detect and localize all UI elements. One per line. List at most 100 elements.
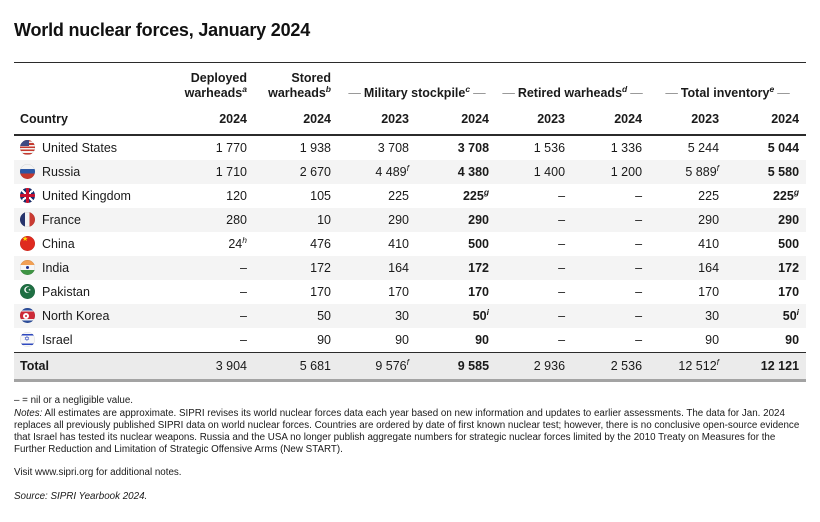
cn-flag-icon <box>20 236 35 251</box>
stockpile-2024-cell: 225g <box>462 186 490 203</box>
table-row: China 24h 476 410 500 – – 410 500 <box>14 232 806 256</box>
retired-2023-cell: 2 936 <box>533 358 566 373</box>
footnote-f-marker: f <box>716 162 720 173</box>
country-cell: India <box>14 256 176 280</box>
deployed-2024-cell: 280 <box>226 212 247 227</box>
stockpile-2023-cell: 3 708 <box>377 140 409 155</box>
pk-flag-icon <box>20 284 35 299</box>
retired-warheads-label: Retired warheads <box>517 85 623 100</box>
footnotes-block: – = nil or a negligible value. Notes: Al… <box>14 395 806 504</box>
footnote-i-marker: i <box>796 306 800 317</box>
kp-flag-icon <box>20 308 35 323</box>
stored-2024-cell: 476 <box>310 236 331 251</box>
inventory-2023-cell: 12 512f <box>678 356 720 373</box>
retired-2023-cell: – <box>558 212 566 227</box>
deployed-2024-cell: 3 904 <box>215 358 247 373</box>
deployed-2024-cell: – <box>240 332 247 347</box>
stockpile-2024-cell: 3 708 <box>457 140 490 155</box>
country-cell: Russia <box>14 160 176 184</box>
uk-flag-icon <box>20 188 35 203</box>
country-name: Pakistan <box>42 284 90 299</box>
retired-2024-cell: 1 336 <box>610 140 643 155</box>
notes-text: All estimates are approximate. SIPRI rev… <box>14 407 800 456</box>
retired-2023-cell: – <box>558 260 566 275</box>
country-name: India <box>42 260 70 275</box>
stored-2024-cell: 105 <box>310 188 331 203</box>
deployed-2024-cell: 120 <box>226 188 247 203</box>
inventory-2023-cell: 164 <box>698 260 720 275</box>
country-cell-content: North Korea <box>20 308 176 323</box>
stockpile-2024-cell: 172 <box>468 260 490 275</box>
dash-decoration: — <box>630 85 643 100</box>
footnote-e-marker: e <box>769 83 775 94</box>
table-row: Russia 1 710 2 670 4 489f 4 380 1 400 1 200 5 8… <box>14 159 807 184</box>
dash-decoration: — <box>502 85 515 100</box>
footnote-g-marker: g <box>483 186 490 197</box>
table-row: India – 172 164 172 – – 164 172 <box>14 255 807 280</box>
table-body: United States 1 770 1 938 3 708 3 708 1 536 1 … <box>14 135 807 380</box>
inventory-2024-cell: 5 044 <box>767 140 800 155</box>
country-name: United States <box>42 140 118 155</box>
table-row: France 280 10 290 290 – – 290 290 <box>14 207 807 232</box>
retired-2024-cell: – <box>635 188 643 203</box>
inventory-2023-cell: 410 <box>698 236 720 251</box>
deployed-warheads-header: Deployed warheadsa <box>176 62 254 103</box>
total-row: Total 3 904 5 681 9 576f 9 585 2 936 2 536 12 5… <box>14 352 807 380</box>
stored-2024-cell: 170 <box>310 284 331 299</box>
country-name: North Korea <box>42 308 110 323</box>
stockpile-2023-cell: 30 <box>395 308 409 323</box>
total-inventory-label: Total inventory <box>680 85 770 100</box>
table-row: United States 1 770 1 938 3 708 3 708 1 536 1 … <box>14 135 806 160</box>
deployed-2024-cell: – <box>240 284 247 299</box>
inventory-2024-cell: 50i <box>782 306 800 323</box>
stockpile-2024-cell: 500 <box>468 236 490 251</box>
retired-2024-cell: – <box>635 332 643 347</box>
deployed-2024-cell: – <box>240 260 247 275</box>
country-name: United Kingdom <box>42 188 131 203</box>
notes-label: Notes: <box>14 407 43 419</box>
footnote-a-marker: a <box>242 83 247 94</box>
deployed-warheads-label: Deployed warheads <box>184 71 247 100</box>
stockpile-2023-cell: 90 <box>395 332 409 347</box>
retired-warheads-header: — Retired warheadsd — <box>496 62 650 103</box>
stored-2024-cell: 5 681 <box>299 358 331 373</box>
stockpile-2024-cell: 90 <box>475 332 490 347</box>
inventory-2023-cell: 170 <box>698 284 720 299</box>
footnote-c-marker: c <box>465 83 471 94</box>
year-header: 2023 <box>338 102 416 136</box>
retired-2023-cell: 1 536 <box>533 140 566 155</box>
country-cell: Israel <box>14 328 176 353</box>
stockpile-2023-cell: 225 <box>388 188 409 203</box>
stockpile-2023-cell: 170 <box>388 284 409 299</box>
notes-paragraph: Notes: All estimates are approximate. SI… <box>14 408 806 457</box>
stockpile-2024-cell: 170 <box>468 284 490 299</box>
country-cell-content: Russia <box>20 164 176 179</box>
country-cell-content: Pakistan <box>20 284 176 299</box>
stored-2024-cell: 10 <box>317 212 331 227</box>
dash-decoration: — <box>348 85 361 100</box>
country-cell-content: United States <box>20 140 176 155</box>
deployed-2024-cell: 24h <box>228 234 247 251</box>
country-cell-content: France <box>20 212 176 227</box>
year-header: 2024 <box>176 102 254 136</box>
inventory-2023-cell: 225 <box>698 188 720 203</box>
stockpile-2023-cell: 410 <box>388 236 409 251</box>
country-cell: Total <box>14 352 176 380</box>
year-header-row: Country 2024 2024 2023 2024 2023 2024 20… <box>14 102 807 136</box>
us-flag-icon <box>20 140 35 155</box>
stored-warheads-label: Stored warheads <box>268 71 331 100</box>
country-cell: France <box>14 208 176 232</box>
stored-2024-cell: 172 <box>310 260 331 275</box>
stockpile-2024-cell: 290 <box>468 212 490 227</box>
country-name: France <box>42 212 81 227</box>
year-header: 2024 <box>416 102 497 136</box>
country-name: China <box>42 236 75 251</box>
footnote-i-marker: i <box>486 306 490 317</box>
inventory-2024-cell: 172 <box>778 260 800 275</box>
retired-2023-cell: – <box>558 332 566 347</box>
total-inventory-header: — Total inventorye — <box>649 62 807 103</box>
inventory-2024-cell: 12 121 <box>760 358 800 373</box>
table-row: Pakistan – 170 170 170 – – 170 170 <box>14 280 806 304</box>
stored-2024-cell: 1 938 <box>299 140 331 155</box>
in-flag-icon <box>20 260 35 275</box>
